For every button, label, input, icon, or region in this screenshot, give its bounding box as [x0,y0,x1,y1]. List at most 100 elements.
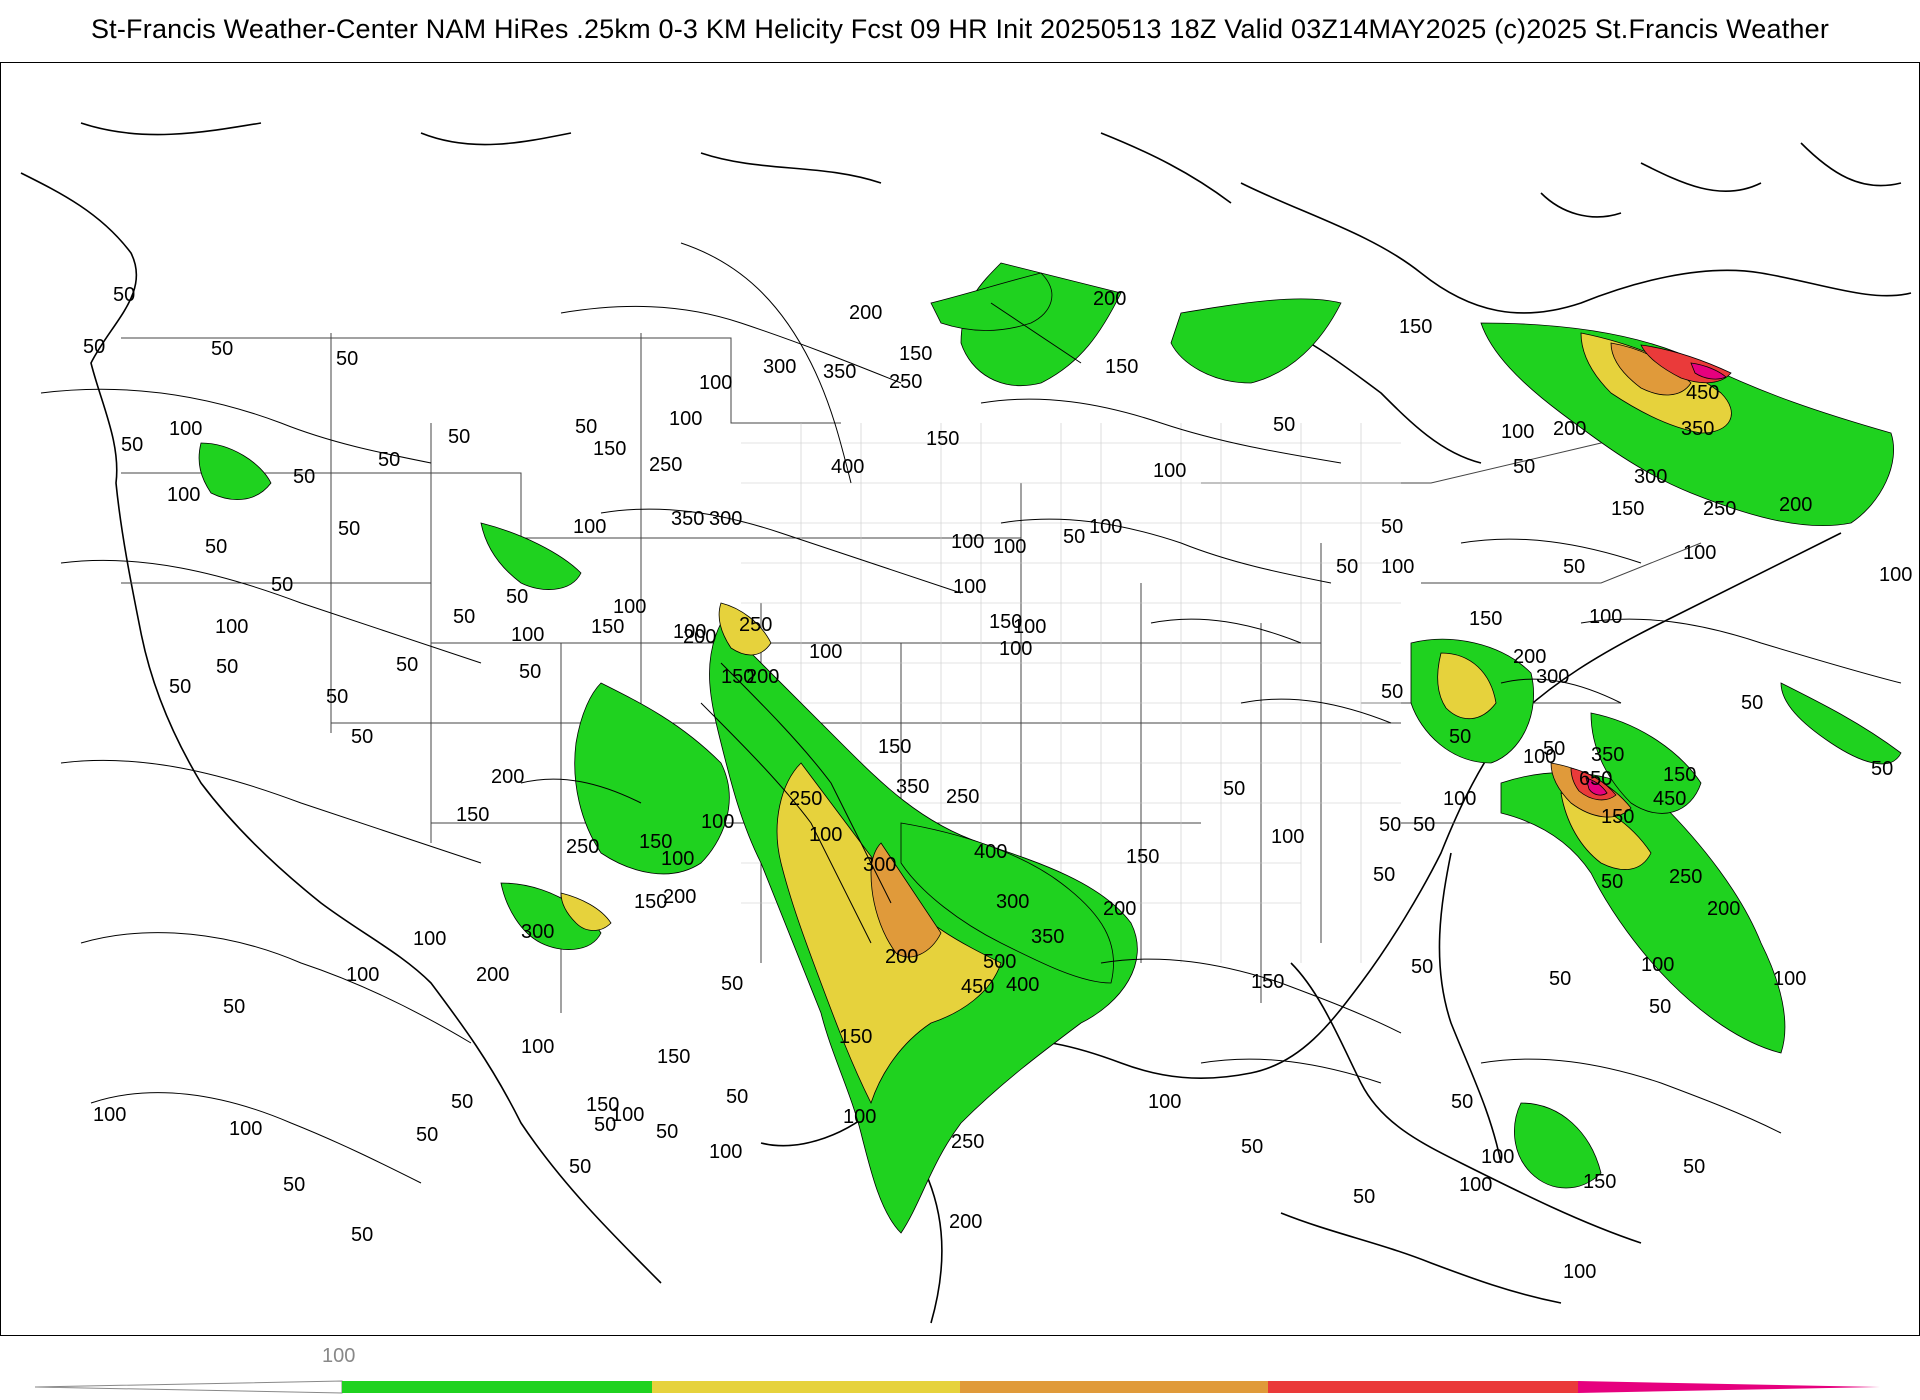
contour-label: 100 [1148,1091,1181,1113]
contour-label: 200 [663,886,696,908]
contour-label: 50 [293,466,315,488]
contour-label: 100 [1501,421,1534,443]
contour-label: 350 [671,508,704,530]
contour-label: 50 [656,1121,678,1143]
contour-label: 250 [566,836,599,858]
contour-label: 50 [448,426,470,448]
contour-label: 50 [1563,556,1585,578]
contour-label: 50 [1741,692,1763,714]
contour-label: 50 [453,606,475,628]
contour-label: 100 [167,484,200,506]
contour-label: 250 [739,614,772,636]
contour-label: 100 [1381,556,1414,578]
contour-label: 100 [809,641,842,663]
contour-label: 100 [669,408,702,430]
contour-label: 200 [885,946,918,968]
contour-label: 100 [169,418,202,440]
contour-label: 50 [396,654,418,676]
contour-label: 50 [1379,814,1401,836]
contour-label: 50 [726,1086,748,1108]
color-legend [34,1380,1880,1394]
contour-label: 350 [823,361,856,383]
contour-label: 150 [839,1026,872,1048]
contour-label: 50 [216,656,238,678]
contour-label: 50 [1241,1136,1263,1158]
helicity-high-fill [1570,344,1732,801]
legend-segment-magenta [1578,1381,1880,1393]
contour-label: 50 [416,1124,438,1146]
contour-label: 400 [974,841,1007,863]
legend-tick-label: 100 [322,1345,356,1367]
contour-label: 150 [634,891,667,913]
contour-label: 100 [1563,1261,1596,1283]
contour-label: 100 [521,1036,554,1058]
contour-label: 100 [701,811,734,833]
county-lines [741,423,1401,963]
legend-segment-none [34,1380,343,1394]
contour-label: 50 [169,676,191,698]
contour-label: 250 [951,1131,984,1153]
contour-label: 50 [336,348,358,370]
contour-label: 50 [1381,681,1403,703]
contour-labels: 50 50 50 50 50 100 100 50 50 50 50 50 50… [83,284,1912,1283]
contour-label: 200 [1513,646,1546,668]
contour-label: 150 [1251,971,1284,993]
contour-label: 100 [1481,1146,1514,1168]
contour-label: 100 [673,621,706,643]
contour-label: 100 [1589,606,1622,628]
contour-label: 150 [456,804,489,826]
contour-label: 350 [896,776,929,798]
contour-label: 100 [1271,826,1304,848]
contour-label: 50 [1649,996,1671,1018]
contour-label: 100 [709,1141,742,1163]
contour-label: 50 [594,1114,616,1136]
contour-label: 300 [1634,466,1667,488]
contour-label: 150 [1583,1171,1616,1193]
helicity-map: 50 50 50 50 50 100 100 50 50 50 50 50 50… [0,62,1920,1336]
contour-label: 100 [613,596,646,618]
contour-label: 50 [569,1156,591,1178]
contour-label: 100 [953,576,986,598]
contour-label: 50 [721,973,743,995]
contour-label: 50 [1411,956,1433,978]
contour-label: 50 [1513,456,1535,478]
contour-label: 50 [1449,726,1471,748]
contour-label: 150 [926,428,959,450]
contour-label: 300 [709,508,742,530]
contour-label: 50 [1353,1186,1375,1208]
contour-label: 50 [113,284,135,306]
contour-label: 50 [1871,758,1893,780]
legend-segment-green [342,1381,652,1393]
contour-label: 100 [999,638,1032,660]
contour-label: 150 [1469,608,1502,630]
contour-label: 100 [1013,616,1046,638]
contour-label: 100 [1443,788,1476,810]
contour-label: 150 [1126,846,1159,868]
contour-label: 100 [229,1118,262,1140]
contour-label: 350 [1031,926,1064,948]
contour-label: 100 [93,1104,126,1126]
contour-label: 100 [1773,968,1806,990]
contour-label: 100 [1089,516,1122,538]
contour-label: 50 [1601,871,1623,893]
contour-label: 100 [661,848,694,870]
contour-label: 100 [1683,542,1716,564]
contour-label: 50 [1451,1091,1473,1113]
contour-label: 100 [1459,1174,1492,1196]
contour-label: 250 [1669,866,1702,888]
legend-segment-red [1268,1381,1578,1393]
contour-label: 650 [1579,768,1612,790]
contour-label: 200 [746,666,779,688]
contour-label: 50 [575,416,597,438]
contour-label: 450 [961,976,994,998]
contour-label: 100 [809,824,842,846]
contour-label: 150 [591,616,624,638]
contour-label: 150 [1663,764,1696,786]
contour-label: 50 [351,726,373,748]
contour-label: 250 [889,371,922,393]
contour-label: 50 [1413,814,1435,836]
legend-segment-orange [960,1381,1268,1393]
contour-label: 50 [506,586,528,608]
contour-label: 150 [593,438,626,460]
contour-label: 150 [1611,498,1644,520]
